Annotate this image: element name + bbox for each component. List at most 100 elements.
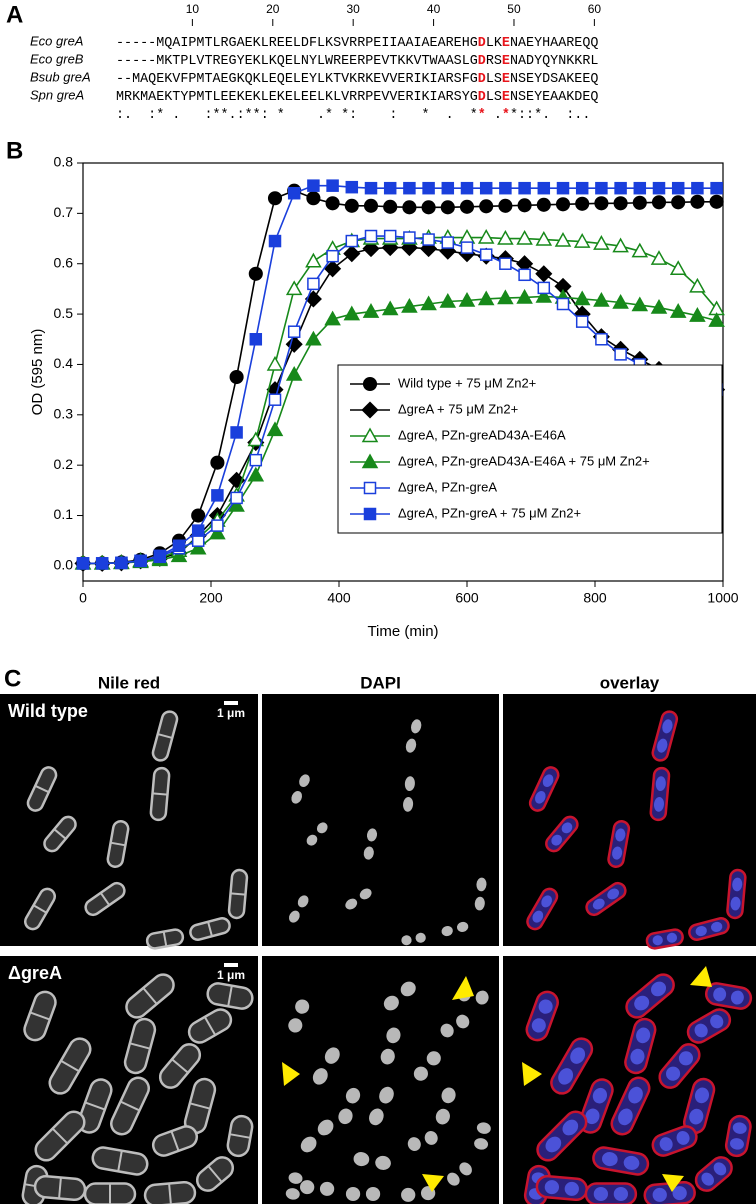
data-point <box>344 198 359 213</box>
nucleoid <box>732 1122 747 1134</box>
scale-bar <box>224 963 238 967</box>
septum <box>29 1011 51 1021</box>
nucleoid <box>532 910 544 923</box>
nucleoid <box>440 1023 454 1038</box>
ruler-label: 60 <box>588 2 602 16</box>
y-axis-label: OD (595 nm) <box>29 329 46 416</box>
nucleoid <box>710 921 723 932</box>
plot-frame <box>82 162 724 582</box>
nucleoid <box>413 1066 428 1081</box>
nucleoid <box>426 1051 441 1066</box>
data-point <box>247 431 265 447</box>
nucleoid <box>295 999 310 1014</box>
data-point <box>285 335 303 353</box>
data-point <box>535 287 553 303</box>
nucleoid <box>319 1181 335 1196</box>
data-point <box>556 181 570 195</box>
data-point <box>76 557 90 570</box>
data-point <box>230 426 243 439</box>
data-point <box>228 496 245 512</box>
data-point <box>134 554 147 568</box>
data-point <box>537 181 551 195</box>
y-tick-label: 0.6 <box>54 254 74 270</box>
data-point <box>305 330 322 346</box>
nucleoid <box>657 738 668 753</box>
septum <box>51 1127 69 1145</box>
sequence: MRKMAEKTYPMTLEEKEKLEKELEELKLVRRPEVVERIKI… <box>116 90 598 105</box>
nucleoid <box>447 1172 460 1186</box>
arrowhead <box>690 966 712 987</box>
septum <box>117 1150 123 1172</box>
data-point <box>268 234 282 248</box>
nucleoid <box>630 1048 645 1065</box>
septum <box>227 985 233 1007</box>
nucleoid <box>338 1108 353 1125</box>
legend-marker <box>363 507 377 521</box>
nucleoid <box>317 1119 334 1136</box>
nucleoid <box>592 1087 608 1104</box>
data-point <box>554 232 572 247</box>
data-point <box>575 181 589 195</box>
septum <box>60 1059 80 1073</box>
ruler-label: 50 <box>507 2 521 16</box>
septum <box>162 931 168 947</box>
nucleoid <box>662 719 673 734</box>
septum <box>168 1183 172 1204</box>
data-point <box>516 288 533 304</box>
septum <box>33 904 47 914</box>
nucleoid <box>541 895 552 908</box>
nucleoid <box>435 1108 450 1125</box>
data-point <box>518 181 531 195</box>
data-point <box>631 242 649 258</box>
nucleoid <box>380 1048 395 1065</box>
data-point <box>363 198 379 213</box>
nucleoid <box>285 1188 300 1200</box>
nucleoid <box>602 1152 618 1167</box>
nucleoid <box>476 877 487 892</box>
legend-marker <box>361 453 379 469</box>
data-point <box>343 305 361 321</box>
nucleoid <box>401 1187 416 1202</box>
data-point <box>266 421 284 437</box>
data-point <box>249 453 263 467</box>
nucleoid <box>405 738 417 753</box>
septum <box>129 1042 151 1050</box>
nucleoid <box>689 1108 704 1125</box>
nucleoid <box>585 1108 600 1125</box>
nucleoid <box>386 1027 401 1044</box>
data-point <box>402 200 417 215</box>
legend-marker <box>361 401 379 419</box>
arrowhead <box>522 1062 542 1086</box>
nucleoid <box>666 1066 681 1081</box>
data-point <box>614 348 627 361</box>
data-point <box>364 181 378 195</box>
nucleoid <box>404 776 415 792</box>
nucleoid <box>288 910 300 923</box>
data-point <box>440 200 455 215</box>
data-point <box>556 297 570 311</box>
data-point <box>497 289 514 305</box>
ruler-label: 40 <box>427 2 441 16</box>
nucleoid <box>299 774 310 787</box>
nucleoid <box>615 828 626 842</box>
data-point <box>689 277 706 293</box>
data-point <box>307 179 320 192</box>
data-point <box>285 280 303 296</box>
data-point <box>306 191 321 206</box>
data-point <box>381 300 399 316</box>
data-point <box>189 539 207 555</box>
y-tick-label: 0.7 <box>54 204 74 220</box>
legend-label: ΔgreA, PZn-greA + 75 μM Zn2+ <box>398 505 581 520</box>
data-point <box>536 197 551 212</box>
septum <box>189 1102 211 1110</box>
panel-label: C <box>4 665 21 692</box>
data-point <box>497 230 514 245</box>
data-point <box>708 312 725 327</box>
data-point <box>689 307 706 322</box>
data-point <box>651 195 667 210</box>
data-point <box>555 197 571 212</box>
y-tick-label: 0.4 <box>54 355 74 371</box>
scale-bar <box>224 701 238 705</box>
nucleoid <box>401 935 412 946</box>
